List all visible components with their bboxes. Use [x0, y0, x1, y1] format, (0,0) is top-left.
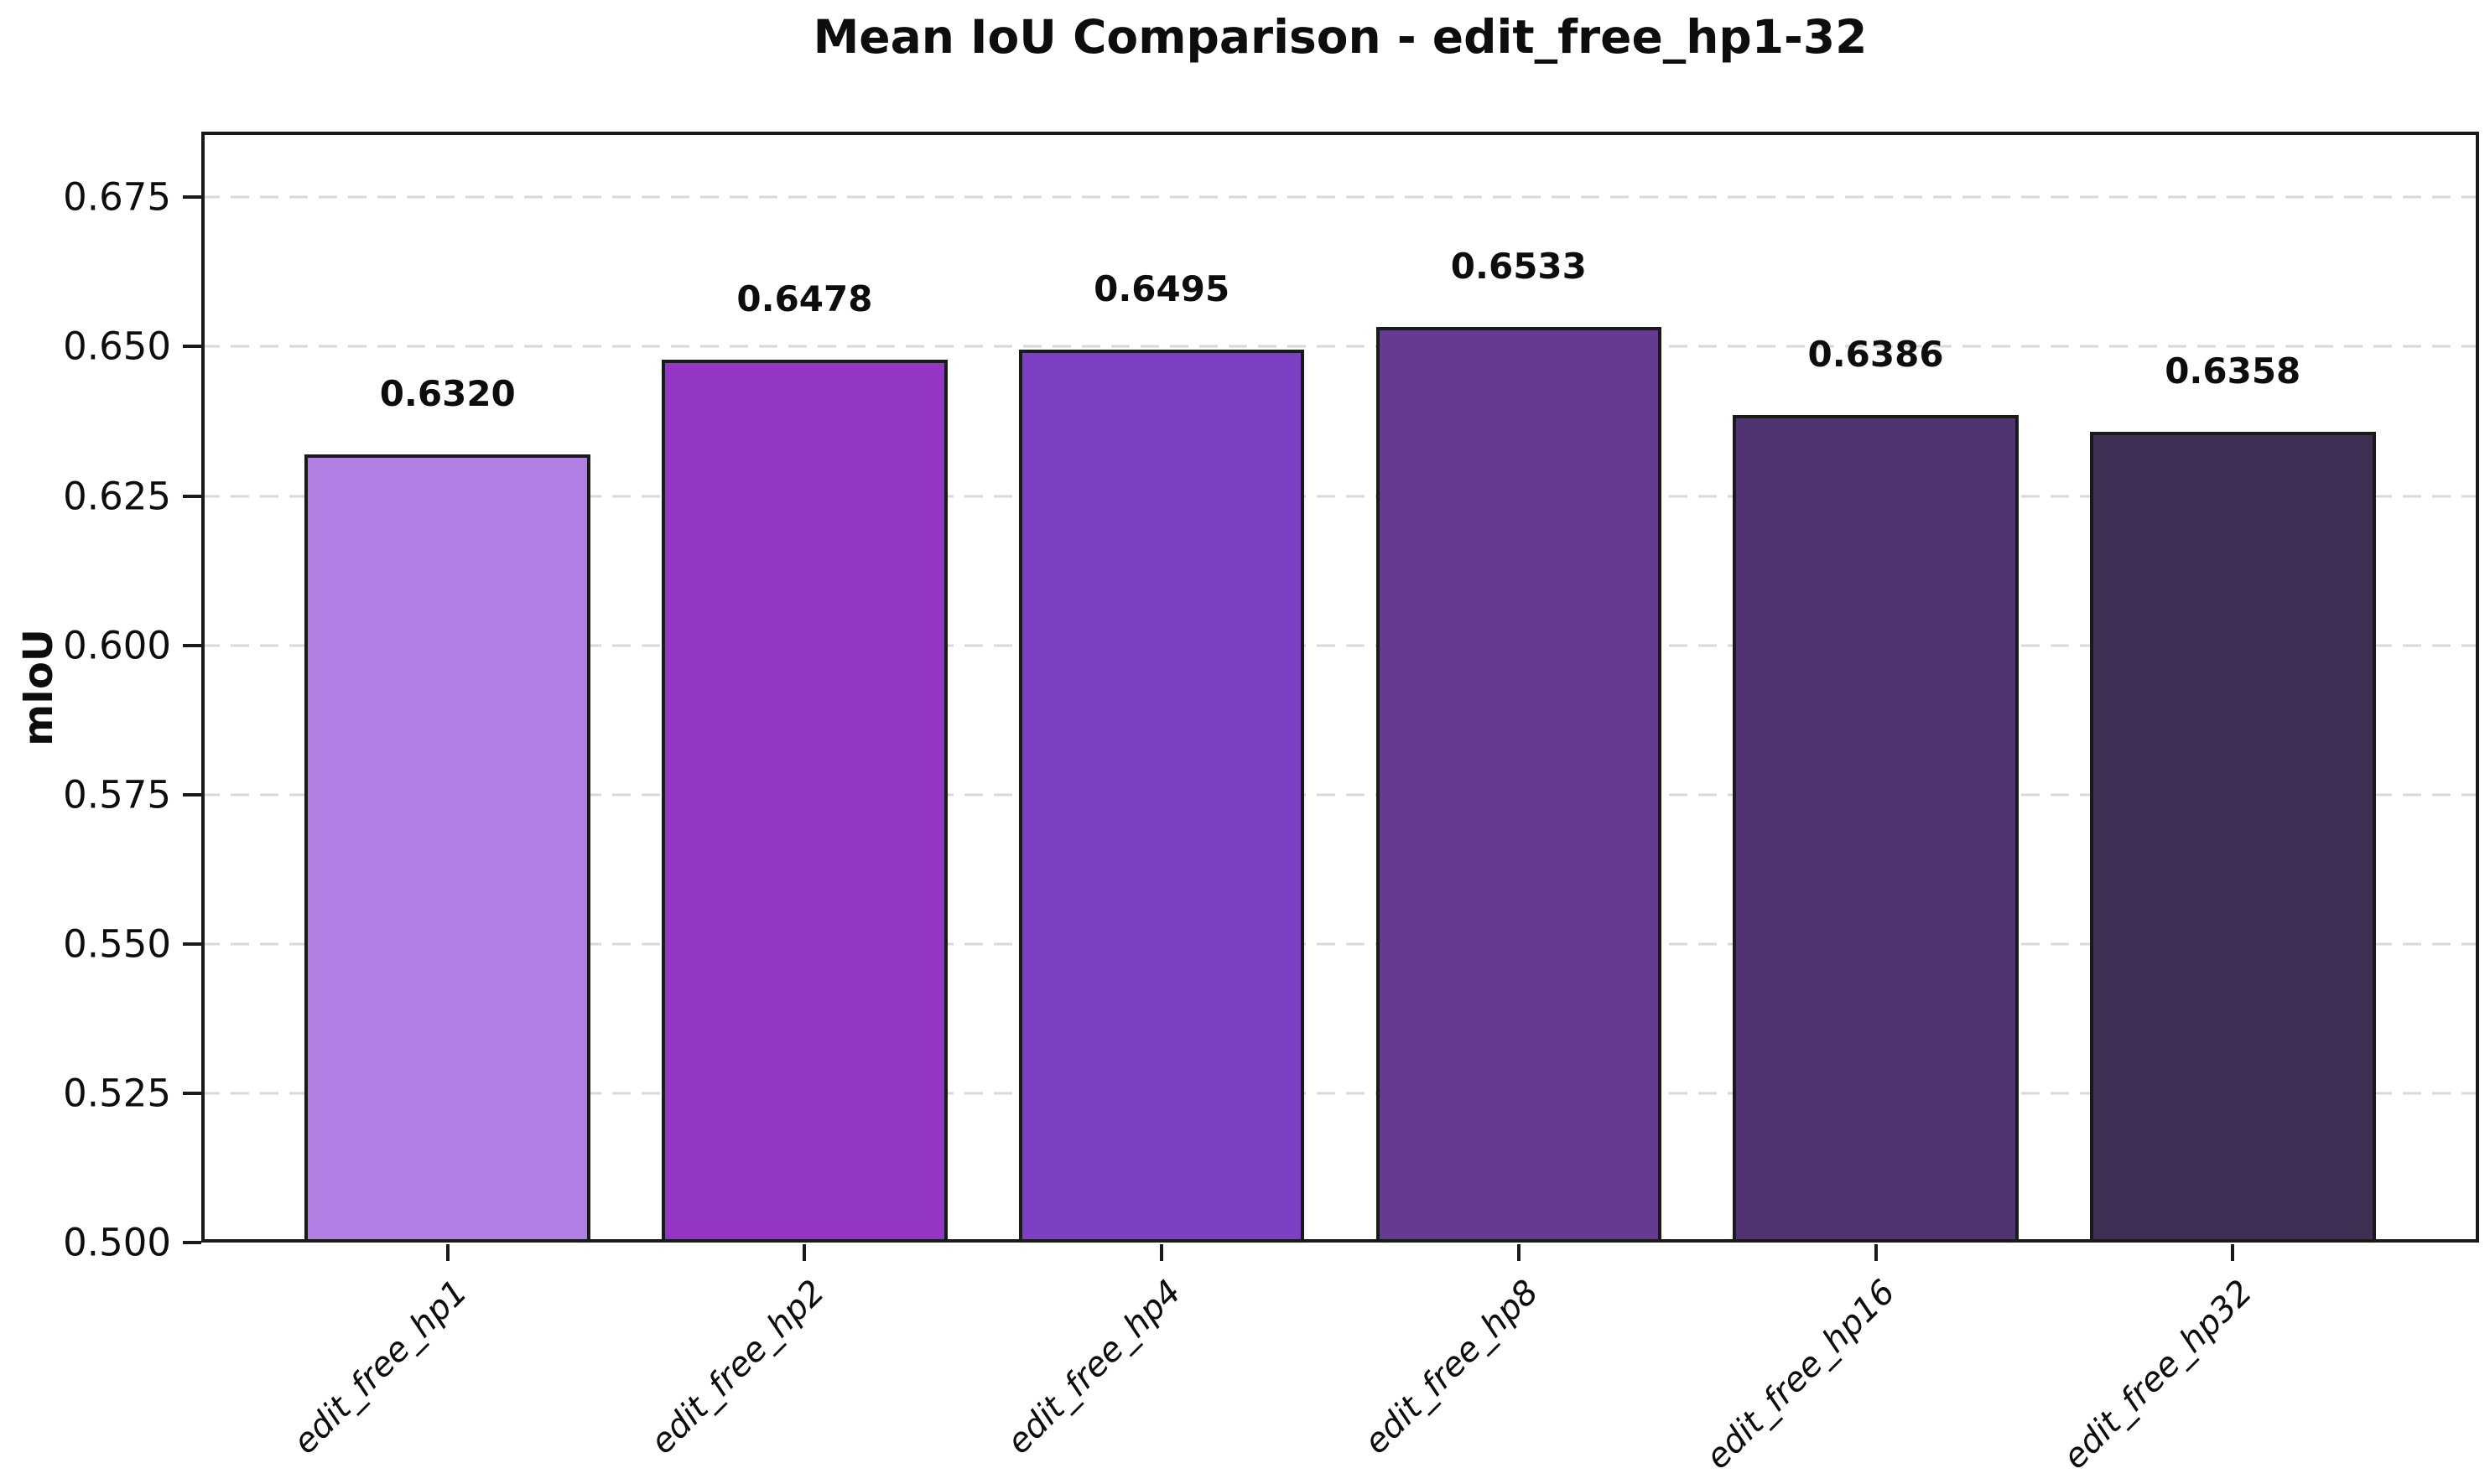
x-tick-label: edit_free_hp2 [642, 1273, 832, 1462]
x-tick-label: edit_free_hp32 [2056, 1273, 2260, 1477]
bar [1018, 350, 1305, 1243]
y-tick-mark [183, 942, 201, 946]
y-tick-label: 0.675 [63, 174, 171, 220]
gridline [201, 345, 2479, 348]
bar-value-label: 0.6386 [1807, 333, 1944, 375]
bar-value-label: 0.6478 [736, 278, 873, 320]
gridline [201, 1092, 2479, 1095]
x-tick-mark [1874, 1244, 1878, 1261]
y-tick-label: 0.525 [63, 1071, 171, 1116]
x-tick-mark [1516, 1244, 1521, 1261]
x-tick-mark [803, 1244, 807, 1261]
x-tick-label: edit_free_hp4 [1000, 1273, 1189, 1462]
bar-value-label: 0.6358 [2165, 350, 2301, 392]
x-tick-mark [1160, 1244, 1164, 1261]
gridline [201, 942, 2479, 946]
gridline [201, 793, 2479, 796]
y-tick-mark [183, 345, 201, 349]
gridline [201, 495, 2479, 498]
y-tick-mark [183, 643, 201, 647]
bar-group-edit_free_hp1: 0.6320 [304, 373, 591, 1243]
y-tick-label: 0.650 [63, 324, 171, 369]
bar-value-label: 0.6320 [379, 372, 516, 414]
plot-area: 0.500 0.525 0.550 0.575 0.600 0.625 0.65… [63, 132, 2479, 1265]
x-tick-mark [2231, 1244, 2235, 1261]
x-tick-mark [445, 1244, 450, 1261]
x-tick-label: edit_free_hp16 [1698, 1273, 1904, 1477]
bar [2089, 431, 2376, 1243]
y-tick-label: 0.500 [63, 1220, 171, 1265]
y-tick-mark [183, 1091, 201, 1095]
bar [1375, 326, 1662, 1243]
gridline [201, 195, 2479, 199]
y-tick-label: 0.600 [63, 623, 171, 668]
chart-title: Mean IoU Comparison - edit_free_hp1-32 [813, 10, 1868, 64]
bar-value-label: 0.6533 [1450, 245, 1587, 287]
bar-group-edit_free_hp16: 0.6386 [1733, 334, 2019, 1243]
bar [662, 360, 948, 1243]
y-axis-label: mIoU [15, 629, 62, 746]
x-tick-label: edit_free_hp1 [285, 1273, 476, 1462]
bar-group-edit_free_hp8: 0.6533 [1375, 246, 1662, 1243]
bar [304, 454, 591, 1243]
y-tick-mark [183, 195, 201, 200]
x-axis: edit_free_hp1 edit_free_hp2 edit_free_hp… [201, 1244, 2479, 1484]
y-tick-label: 0.575 [63, 772, 171, 817]
y-tick-mark [183, 792, 201, 796]
bar-group-edit_free_hp2: 0.6478 [662, 278, 948, 1243]
bar-group-edit_free_hp4: 0.6495 [1018, 268, 1305, 1243]
x-tick-label: edit_free_hp8 [1357, 1273, 1547, 1462]
y-tick-mark [183, 494, 201, 498]
bar [1733, 414, 2019, 1243]
bar-value-label: 0.6495 [1094, 268, 1230, 310]
y-tick-mark [183, 1241, 201, 1244]
bar-group-edit_free_hp32: 0.6358 [2089, 350, 2376, 1243]
y-tick-label: 0.625 [63, 474, 171, 519]
gridline [201, 644, 2479, 647]
y-tick-label: 0.550 [63, 921, 171, 967]
